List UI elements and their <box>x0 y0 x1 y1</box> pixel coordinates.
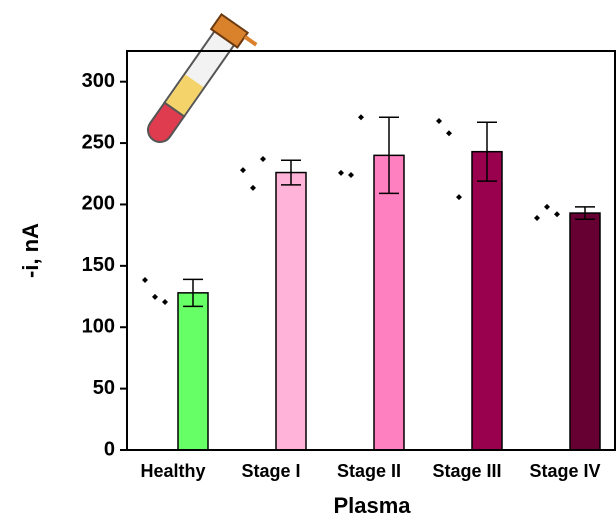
test-tube-icon <box>140 14 259 157</box>
data-point <box>348 172 354 178</box>
data-point <box>534 215 540 221</box>
bar <box>472 152 502 450</box>
data-point <box>338 170 344 176</box>
y-axis-label: -i, nA <box>18 223 43 278</box>
y-tick-label: 250 <box>82 131 115 153</box>
data-point <box>554 211 560 217</box>
y-tick-label: 100 <box>82 316 115 338</box>
y-tick-label: 0 <box>104 438 115 460</box>
bar <box>178 293 208 450</box>
bar <box>374 155 404 450</box>
x-tick-label: Stage I <box>241 461 300 481</box>
data-point <box>152 294 158 300</box>
y-tick-label: 300 <box>82 70 115 92</box>
data-point <box>142 277 148 283</box>
data-point <box>260 156 266 162</box>
x-tick-label: Healthy <box>140 461 205 481</box>
data-point <box>240 167 246 173</box>
data-point <box>250 185 256 191</box>
data-point <box>436 118 442 124</box>
y-tick-label: 200 <box>82 193 115 215</box>
bar <box>570 213 600 450</box>
bar <box>276 173 306 450</box>
x-axis-label: Plasma <box>333 493 411 518</box>
y-tick-label: 50 <box>93 377 115 399</box>
data-point <box>544 204 550 210</box>
data-point <box>456 194 462 200</box>
x-tick-label: Stage II <box>337 461 401 481</box>
chart: 0 50 100 150 200 250 300 Healthy Stage I Stage II… <box>0 0 616 523</box>
y-tick-label: 150 <box>82 254 115 276</box>
x-tick-label: Stage III <box>432 461 501 481</box>
data-point <box>162 299 168 305</box>
data-point <box>446 130 452 136</box>
data-point <box>358 114 364 120</box>
x-tick-label: Stage IV <box>529 461 600 481</box>
